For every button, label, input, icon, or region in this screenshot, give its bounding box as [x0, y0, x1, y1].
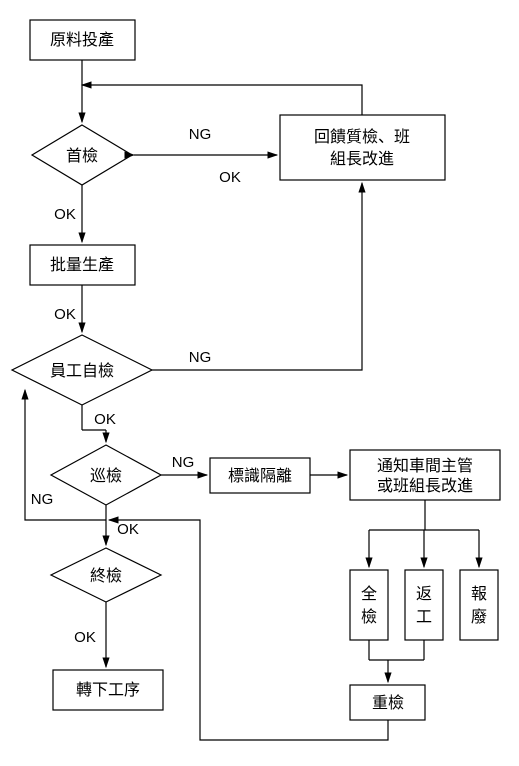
- edge-label-ok5: OK: [74, 629, 96, 646]
- node-feedback-label1: 回饋質檢、班: [314, 128, 410, 146]
- node-final-check-label: 終檢: [90, 567, 122, 585]
- node-start-label: 原料投產: [50, 31, 114, 49]
- node-patrol-label: 巡檢: [90, 467, 122, 485]
- edge-label-ng1: NG: [189, 126, 212, 143]
- node-next-label: 轉下工序: [76, 681, 140, 699]
- node-scrap-label2: 廢: [471, 607, 487, 626]
- node-full-check-label2: 檢: [361, 608, 377, 626]
- edge-label-ok4: OK: [117, 521, 139, 538]
- node-full-check-label1: 全: [361, 585, 377, 603]
- edge-label-ng2: NG: [189, 349, 212, 366]
- edge-label-ok2: OK: [54, 306, 76, 323]
- node-rework: [405, 570, 443, 640]
- node-scrap: [460, 570, 498, 640]
- node-scrap-label1: 報: [471, 585, 487, 603]
- node-self-check-label: 員工自檢: [50, 362, 114, 380]
- edge-feedback-loop: [82, 85, 362, 115]
- node-recheck-label: 重檢: [372, 694, 404, 712]
- edge-label-ok3: OK: [94, 411, 116, 428]
- edge-label-ok-top: OK: [219, 169, 241, 186]
- edge-recheck-loop: [109, 520, 388, 740]
- node-notify-label2: 或班組長改進: [377, 477, 473, 495]
- node-feedback-label2: 組長改進: [330, 150, 394, 168]
- flowchart-canvas: 原料投產 首檢 NG OK 回饋質檢、班 組長改進 OK 批量生產 OK 員工自…: [0, 0, 519, 766]
- node-rework-label1: 返: [416, 585, 432, 603]
- node-notify-label1: 通知車間主管: [377, 457, 473, 475]
- edge-label-ok1: OK: [54, 206, 76, 223]
- node-isolate-label: 標識隔離: [228, 467, 292, 485]
- node-first-check-label: 首檢: [66, 147, 98, 165]
- node-feedback: [280, 115, 445, 180]
- edge-label-ng-left: NG: [31, 491, 54, 508]
- node-batch-label: 批量生產: [50, 256, 114, 274]
- edge-selfcheck-feedback: [152, 183, 362, 370]
- edge-label-ng3: NG: [172, 454, 195, 471]
- node-rework-label2: 工: [416, 609, 432, 626]
- node-full-check: [350, 570, 388, 640]
